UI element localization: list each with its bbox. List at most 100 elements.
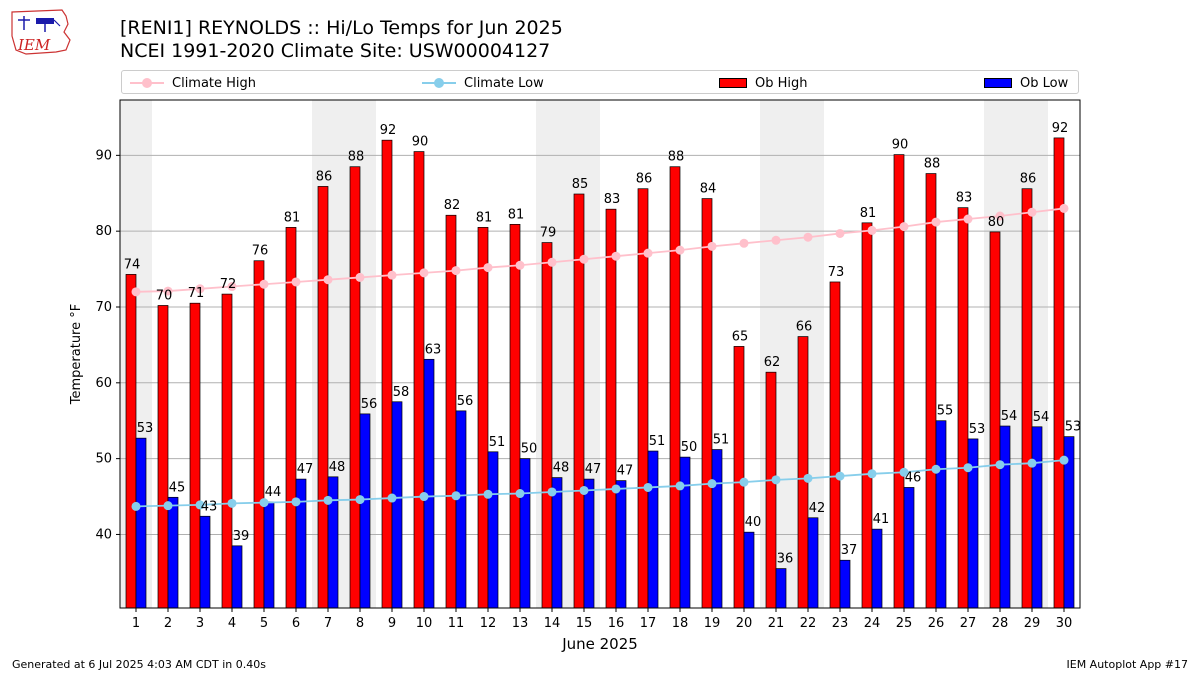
- data-label-ob-high: 88: [924, 157, 941, 172]
- data-label-ob-low: 56: [457, 394, 474, 409]
- bar-ob-low: [455, 410, 467, 609]
- climate-high-point: [323, 275, 333, 285]
- bar-ob-low: [775, 568, 787, 609]
- climate-high-point: [579, 254, 589, 264]
- data-label-ob-high: 88: [348, 150, 365, 165]
- climate-low-point: [291, 497, 301, 507]
- legend-label-ob-high: Ob High: [755, 75, 808, 91]
- climate-low-point: [771, 475, 781, 485]
- climate-low-point: [163, 501, 173, 511]
- climate-low-point: [195, 500, 205, 510]
- climate-low-line: [135, 459, 1065, 508]
- data-label-ob-low: 51: [489, 435, 506, 450]
- y-tick-label: 80: [95, 224, 112, 239]
- bar-ob-high: [605, 208, 617, 609]
- x-tick-label: 15: [576, 616, 593, 631]
- bar-ob-high: [477, 227, 489, 609]
- x-tick-label: 8: [356, 616, 364, 631]
- bar-ob-high: [157, 305, 169, 609]
- climate-high-point: [131, 287, 141, 297]
- bar-ob-low: [743, 531, 755, 609]
- bar-ob-high: [733, 346, 745, 609]
- data-label-ob-low: 48: [553, 461, 570, 476]
- bar-ob-low: [647, 450, 659, 609]
- bar-ob-low: [359, 413, 371, 609]
- bar-ob-high: [765, 371, 777, 609]
- climate-low-point: [1027, 458, 1037, 468]
- bar-ob-low: [391, 401, 403, 609]
- data-label-ob-high: 79: [540, 226, 557, 241]
- bar-ob-low: [871, 528, 883, 609]
- bar-ob-high: [189, 302, 201, 609]
- climate-high-point: [963, 214, 973, 224]
- data-label-ob-low: 51: [713, 433, 730, 448]
- data-label-ob-low: 56: [361, 397, 378, 412]
- x-tick-label: 24: [864, 616, 881, 631]
- x-tick-label: 2: [164, 616, 172, 631]
- climate-low-point: [931, 464, 941, 474]
- x-tick-label: 29: [1024, 616, 1041, 631]
- bar-ob-low: [903, 487, 915, 609]
- bar-labels: 74 53 70 45 71 43 72 39 76 44 81 47 86 48 88 56 92 58 90 63…: [124, 121, 1082, 567]
- climate-high-point: [547, 257, 557, 267]
- bar-ob-high: [989, 231, 1001, 609]
- climate-low-point: [227, 498, 237, 508]
- x-tick-label: 5: [260, 616, 268, 631]
- data-label-ob-low: 42: [809, 501, 826, 516]
- climate-high-point: [259, 279, 269, 289]
- bar-ob-high: [413, 151, 425, 609]
- x-tick-label: 3: [196, 616, 204, 631]
- bar-ob-low: [711, 449, 723, 609]
- bar-ob-low: [679, 456, 691, 609]
- climate-low-point: [323, 495, 333, 505]
- climate-high-point: [611, 251, 621, 261]
- data-label-ob-high: 90: [892, 138, 909, 153]
- data-label-ob-high: 86: [316, 169, 333, 184]
- data-label-ob-high: 88: [668, 150, 685, 165]
- climate-low-point: [579, 485, 589, 495]
- data-label-ob-high: 74: [124, 257, 141, 272]
- climate-low-point: [483, 489, 493, 499]
- y-tick-label: 40: [95, 527, 112, 542]
- climate-low-point: [995, 460, 1005, 470]
- climate-high-point: [643, 248, 653, 258]
- data-label-ob-high: 72: [220, 277, 237, 292]
- data-label-ob-high: 81: [860, 206, 877, 221]
- data-label-ob-high: 85: [572, 177, 589, 192]
- climate-lines: [131, 203, 1069, 511]
- data-label-ob-low: 40: [745, 515, 762, 530]
- x-tick-label: 18: [672, 616, 689, 631]
- legend-item-climate-high: Climate High: [130, 74, 256, 92]
- data-label-ob-low: 50: [681, 440, 698, 455]
- climate-high-point: [483, 263, 493, 273]
- data-label-ob-low: 45: [169, 480, 186, 495]
- climate-low-point: [803, 473, 813, 483]
- x-tick-label: 1: [132, 616, 140, 631]
- data-label-ob-low: 63: [425, 342, 442, 357]
- climate-high-point: [515, 260, 525, 270]
- data-label-ob-high: 76: [252, 244, 269, 259]
- data-label-ob-high: 65: [732, 329, 749, 344]
- data-label-ob-low: 37: [841, 543, 858, 558]
- legend-swatch-ob-high: [719, 78, 747, 88]
- legend-label-ob-low: Ob Low: [1020, 75, 1069, 91]
- data-label-ob-low: 44: [265, 485, 282, 500]
- climate-high-point: [707, 241, 717, 251]
- logo-text: IEM: [17, 36, 51, 54]
- data-label-ob-high: 90: [412, 135, 429, 150]
- climate-high-point: [931, 217, 941, 227]
- data-label-ob-high: 66: [796, 320, 813, 335]
- data-label-ob-low: 53: [969, 422, 986, 437]
- data-label-ob-high: 86: [1020, 172, 1037, 187]
- x-tick-label: 13: [512, 616, 529, 631]
- y-tick-label: 70: [95, 300, 112, 315]
- climate-low-point: [515, 489, 525, 499]
- bar-ob-high: [925, 173, 937, 609]
- x-tick-label: 12: [480, 616, 497, 631]
- data-label-ob-low: 50: [521, 442, 538, 457]
- data-label-ob-high: 82: [444, 198, 461, 213]
- data-label-ob-low: 54: [1033, 410, 1050, 425]
- data-label-ob-low: 51: [649, 434, 666, 449]
- chart-subtitle: NCEI 1991-2020 Climate Site: USW00004127: [120, 40, 551, 62]
- bar-ob-high: [829, 281, 841, 609]
